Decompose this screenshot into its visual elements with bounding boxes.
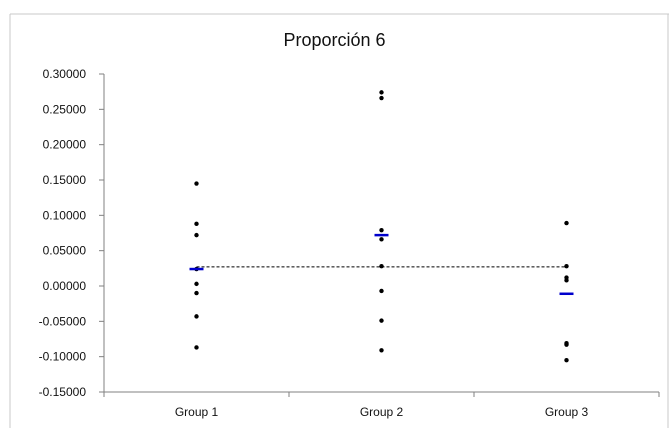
data-point	[379, 95, 384, 101]
data-point	[379, 227, 384, 233]
data-point	[194, 290, 199, 296]
x-tick-label: Group 1	[175, 405, 219, 419]
y-tick-label: 0.20000	[43, 138, 87, 152]
data-point	[194, 345, 199, 350]
y-tick-label: 0.15000	[43, 173, 87, 187]
axes: 0.30000 0.25000 0.20000 0.15000 0.10000 0.050…	[39, 67, 660, 419]
data-point	[194, 181, 199, 186]
data-point	[379, 90, 384, 95]
y-tick-label: 0.00000	[43, 279, 87, 293]
data-point	[564, 278, 569, 283]
data-point	[379, 237, 384, 242]
data-point	[379, 288, 384, 294]
y-tick-label: -0.15000	[39, 385, 87, 399]
y-tick-label: 0.05000	[43, 244, 87, 258]
y-tick-label: 0.10000	[43, 208, 87, 222]
marks	[189, 90, 574, 363]
data-point	[564, 220, 569, 226]
y-tick-label: -0.10000	[39, 350, 87, 364]
data-point	[194, 232, 199, 238]
x-tick-label: Group 2	[360, 405, 404, 419]
data-point	[564, 342, 569, 347]
data-point	[564, 358, 569, 363]
data-point	[194, 314, 199, 319]
data-point	[379, 348, 384, 353]
data-point	[194, 281, 199, 287]
y-tick-label: 0.30000	[43, 67, 87, 81]
data-point	[194, 221, 199, 227]
y-tick-label: 0.25000	[43, 102, 87, 116]
x-tick-label: Group 3	[545, 405, 589, 419]
chart-title: Proporción 6	[283, 30, 386, 50]
data-point	[379, 264, 384, 269]
data-point	[379, 318, 384, 323]
data-point	[564, 264, 569, 269]
y-tick-label: -0.05000	[39, 314, 87, 328]
